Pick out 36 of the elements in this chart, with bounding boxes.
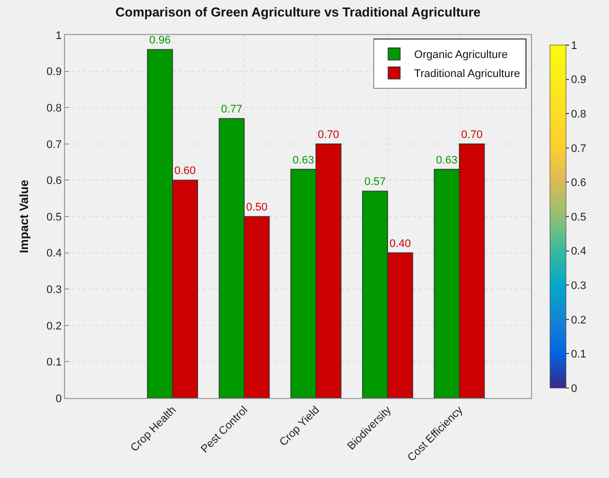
color-bar-label: 1 [570, 40, 578, 52]
y-tick-label: 0.3 [46, 284, 62, 296]
color-bar-label: 0 [570, 382, 578, 395]
y-axis-title: Impact Value [16, 179, 31, 254]
data-label: 0.57 [364, 176, 386, 188]
data-label: 0.60 [174, 165, 196, 178]
data-label: 0.40 [389, 238, 411, 250]
color-bar-label: 0.2 [570, 314, 586, 326]
y-tick-label: 0.6 [46, 175, 62, 188]
y-tick-label: 0 [56, 392, 62, 405]
y-tick-label: 0.7 [46, 138, 62, 151]
y-tick-label: 0.9 [46, 66, 62, 78]
color-bar-label: 0.6 [570, 177, 586, 190]
color-bar-label: 0.5 [570, 211, 586, 224]
data-label: 0.63 [292, 154, 314, 166]
color-bar-label: 0.3 [570, 280, 586, 292]
legend-label: Organic Agriculture [414, 49, 508, 62]
y-tick-label: 0.4 [46, 248, 62, 260]
data-label: 0.63 [436, 154, 458, 166]
y-tick-label: 0.1 [46, 356, 62, 369]
y-tick-label: 0.2 [46, 320, 62, 332]
color-bar-label: 0.4 [570, 246, 586, 258]
color-bar-label: 0.8 [570, 108, 586, 120]
data-label: 0.77 [220, 103, 242, 116]
chart-title: Comparison of Green Agriculture vs Traditional Agriculture [115, 4, 481, 20]
data-label: 0.50 [246, 202, 268, 214]
data-label: 0.70 [318, 128, 340, 141]
y-tick-label: 1 [56, 30, 62, 42]
y-tick-label: 0.5 [46, 211, 62, 224]
legend-label: Traditional Agriculture [414, 68, 520, 80]
data-label: 0.70 [461, 128, 483, 141]
color-bar-label: 0.9 [570, 74, 586, 86]
color-bar-label: 0.7 [570, 142, 586, 155]
data-label: 0.96 [149, 34, 171, 47]
color-bar-label: 0.1 [570, 348, 586, 361]
y-tick-label: 0.8 [46, 102, 62, 114]
